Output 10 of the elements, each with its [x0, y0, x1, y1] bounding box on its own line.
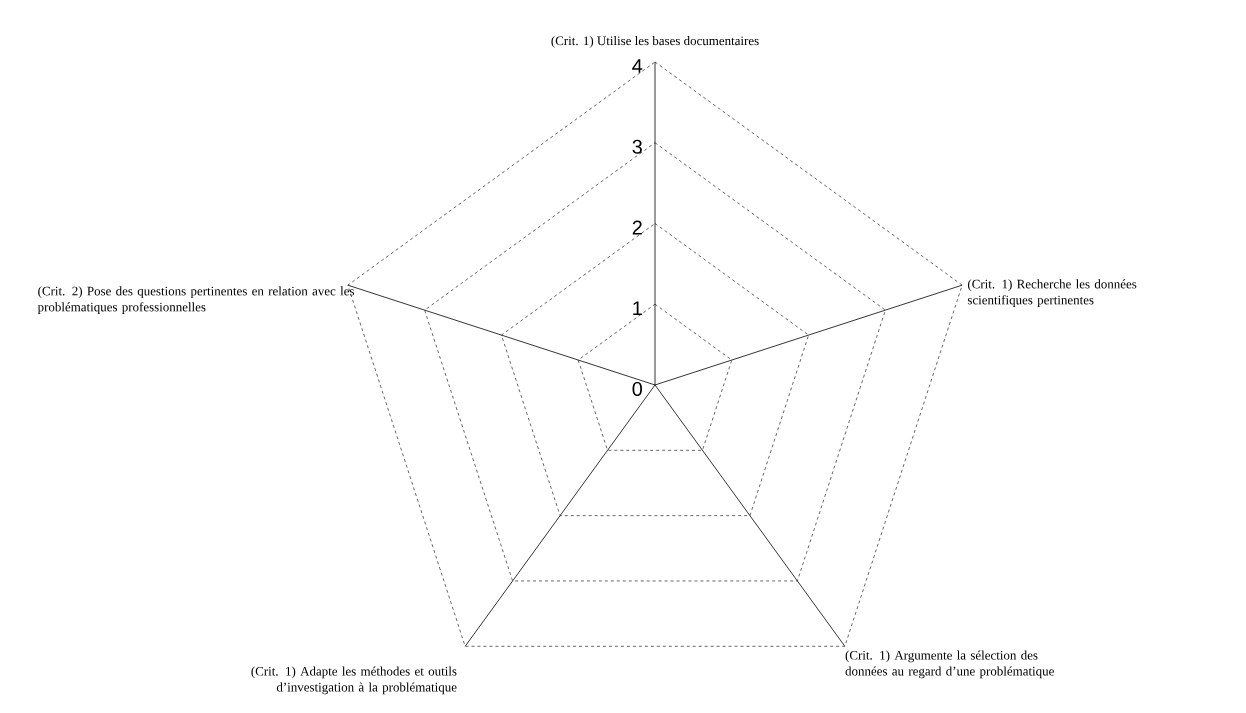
spoke-label: (Crit. 1) Adapte les méthodes et outils d’investigation à la problématique	[251, 666, 457, 695]
spoke-label: (Crit. 1) Recherche les données scientifiques pertinentes	[967, 279, 1137, 308]
y-tick-label: 2	[632, 220, 642, 235]
y-tick-label: 4	[632, 59, 643, 73]
y-tick-label: 1	[633, 301, 642, 316]
y-tick-label: 3	[632, 139, 642, 154]
spoke-label: (Crit. 1) Utilise les bases documentaires	[551, 36, 759, 48]
spoke-label: (Crit. 1) Argumente la sélection des données au regard d’une problématique	[845, 650, 1054, 679]
spoke-label: (Crit. 2) Pose des questions pertinentes en relation avec les problématiques professionnelles	[37, 286, 355, 315]
y-tick-label: 0	[632, 381, 643, 397]
